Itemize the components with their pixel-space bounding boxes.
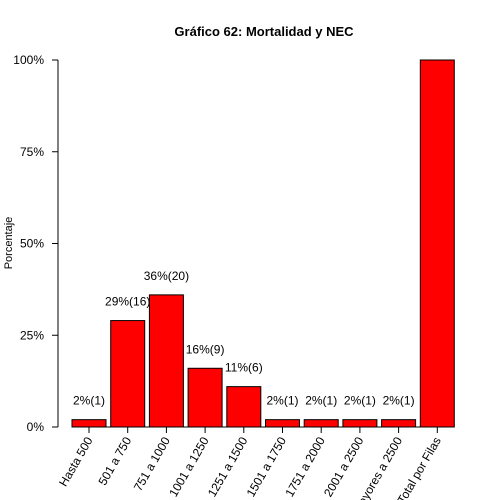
data-label: 2%(1) bbox=[266, 394, 298, 408]
x-tick-label: 751 a 1000 bbox=[131, 434, 173, 493]
bar bbox=[303, 419, 339, 428]
x-tick-label: 1501 a 1750 bbox=[244, 434, 290, 499]
x-tick-label: 1751 a 2000 bbox=[282, 434, 328, 499]
bar bbox=[381, 419, 417, 428]
y-tick-label: 0% bbox=[27, 420, 45, 434]
bar bbox=[187, 367, 223, 428]
data-label: 2%(1) bbox=[73, 394, 105, 408]
x-tick-label: 1001 a 1250 bbox=[166, 434, 212, 499]
bar bbox=[265, 419, 300, 428]
bar bbox=[110, 320, 146, 428]
data-label: 2%(1) bbox=[383, 394, 415, 408]
bar bbox=[148, 294, 184, 428]
data-label: 2%(1) bbox=[305, 394, 337, 408]
y-axis-label: Porcentaje bbox=[3, 217, 15, 270]
bar bbox=[226, 386, 262, 428]
y-tick-label: 50% bbox=[20, 237, 44, 251]
data-label: 29%(16) bbox=[105, 295, 150, 309]
data-label: 2%(1) bbox=[344, 394, 376, 408]
bars-group bbox=[71, 59, 455, 428]
y-tick-label: 100% bbox=[13, 53, 44, 67]
y-tick-label: 75% bbox=[20, 145, 44, 159]
x-tick-label: Hasta 500 bbox=[56, 434, 96, 489]
x-tick-label: 501 a 750 bbox=[95, 434, 134, 488]
data-label: 11%(6) bbox=[225, 361, 263, 375]
bar bbox=[419, 59, 455, 428]
x-tick-label: 2001 a 2500 bbox=[321, 434, 367, 499]
bar bbox=[71, 419, 107, 428]
y-tick-label: 25% bbox=[20, 328, 44, 342]
bar bbox=[342, 419, 378, 428]
y-axis: 0% 25% 50% 75% 100% bbox=[13, 53, 59, 434]
chart-title: Gráfico 62: Mortalidad y NEC bbox=[174, 24, 354, 39]
data-labels-group: 2%(1) 29%(16) 36%(20) 16%(9)11%(6) 2%(1) 2%(1… bbox=[73, 269, 415, 408]
x-tick-label: 1251 a 1500 bbox=[205, 434, 251, 499]
data-label: 16%(9) bbox=[186, 342, 225, 356]
data-label: 36%(20) bbox=[144, 269, 189, 283]
